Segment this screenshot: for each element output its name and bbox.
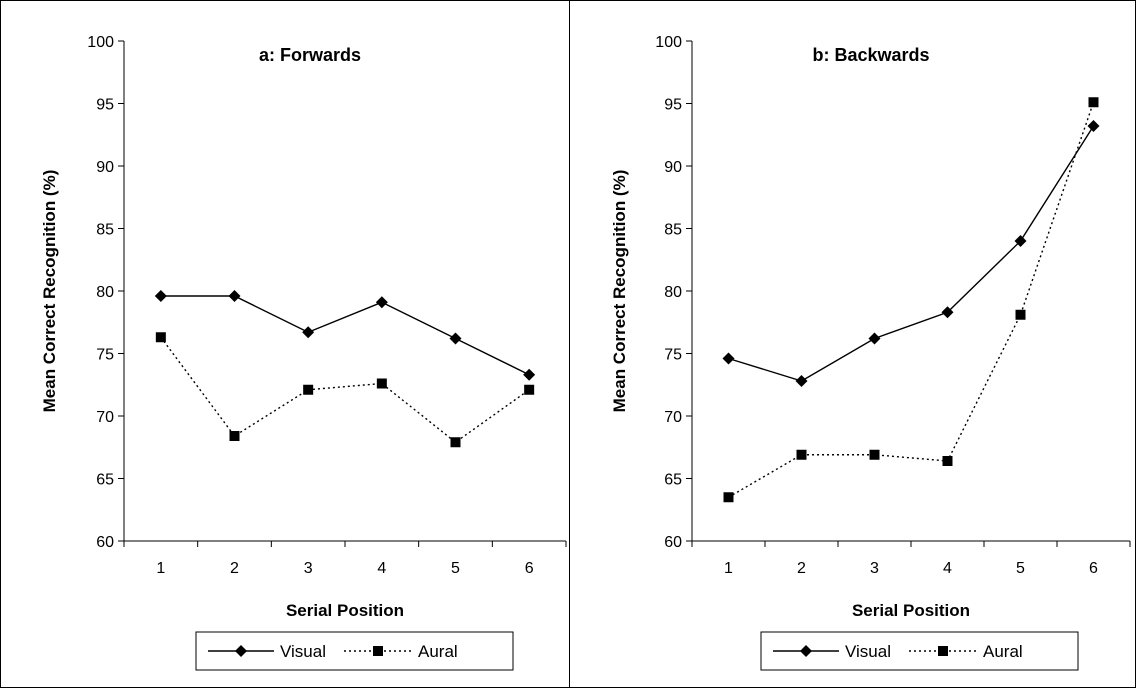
data-point-aural: [1015, 309, 1026, 320]
data-point-aural: [796, 449, 807, 460]
y-tick-label: 100: [655, 34, 682, 51]
series-line-visual: [160, 295, 530, 376]
y-tick-label: 75: [96, 347, 114, 364]
y-tick-label: 100: [87, 34, 114, 51]
y-tick-label: 70: [664, 409, 682, 426]
data-point-visual: [722, 352, 735, 365]
y-tick-label: 65: [96, 472, 114, 489]
series-line-aural: [160, 336, 530, 444]
data-point-aural: [1088, 97, 1099, 108]
series-line-visual: [728, 125, 1095, 382]
data-point-aural: [869, 449, 880, 460]
x-tick-label: 1: [156, 560, 165, 577]
x-tick-label: 2: [797, 560, 806, 577]
series-aural: [155, 332, 535, 448]
data-point-aural: [155, 332, 166, 343]
legend-marker-aural: [373, 646, 383, 656]
chart-title: b: Backwards: [812, 45, 929, 65]
chart-a: 60 65 70 75 80 85 90 95 100 1 2 3 4 5 6 a: Forwards Seri…: [40, 34, 567, 671]
x-axis-title: Serial Position: [286, 601, 404, 620]
x-tick-label: 6: [525, 560, 534, 577]
y-tick-label: 85: [96, 222, 114, 239]
y-tick-label: 95: [96, 97, 114, 114]
y-tick-label: 65: [664, 472, 682, 489]
data-point-visual: [868, 332, 881, 345]
panel-a-frame: [0, 0, 570, 688]
series-visual: [154, 290, 536, 381]
x-tick-label: 3: [304, 560, 313, 577]
legend-marker-visual: [800, 645, 812, 657]
y-tick-label: 95: [664, 97, 682, 114]
y-tick-label: 80: [96, 284, 114, 301]
y-tick-label: 70: [96, 409, 114, 426]
y-tick-label: 85: [664, 222, 682, 239]
data-point-aural: [942, 456, 953, 466]
x-tick-label: 2: [230, 560, 239, 577]
data-point-visual: [941, 306, 954, 319]
data-point-visual: [795, 375, 808, 387]
data-point-visual: [228, 290, 241, 302]
y-axis-title: Mean Correct Recognition (%): [40, 170, 59, 413]
data-point-aural: [723, 492, 734, 503]
x-tick-label: 1: [724, 560, 733, 577]
panel-b-frame: [569, 0, 1136, 688]
data-point-aural: [303, 384, 314, 395]
y-axis-title: Mean Correct Recognition (%): [610, 170, 629, 413]
chart-b: 60 65 70 75 80 85 90 95 100 1 2 3 4 5 6 b: Backwards Ser…: [610, 34, 1131, 671]
x-tick-label: 4: [377, 560, 386, 577]
legend-label-visual: Visual: [845, 642, 891, 661]
series-aural: [723, 97, 1099, 503]
y-tick-label: 75: [664, 347, 682, 364]
legend-label-aural: Aural: [983, 642, 1023, 661]
legend-marker-aural: [938, 646, 948, 656]
data-point-visual: [154, 290, 167, 302]
x-tick-label: 6: [1089, 560, 1098, 577]
data-point-visual: [375, 296, 388, 309]
legend-marker-visual: [235, 645, 247, 657]
y-tick-label: 80: [664, 284, 682, 301]
x-tick-label: 3: [870, 560, 879, 577]
y-tick-label: 60: [96, 534, 114, 551]
legend: Visual Aural: [195, 631, 514, 671]
x-tick-label: 5: [1016, 560, 1025, 577]
series-visual: [722, 120, 1100, 387]
x-axis-title: Serial Position: [852, 601, 970, 620]
data-point-visual: [302, 326, 315, 339]
data-point-visual: [449, 332, 462, 345]
data-point-visual: [523, 368, 536, 381]
y-tick-label: 60: [664, 534, 682, 551]
x-tick-label: 4: [943, 560, 952, 577]
series-line-aural: [728, 102, 1095, 498]
legend: Visual Aural: [760, 631, 1079, 671]
data-point-aural: [376, 378, 387, 389]
legend-label-aural: Aural: [418, 642, 458, 661]
data-point-aural: [524, 384, 535, 395]
data-point-visual: [1087, 120, 1100, 132]
y-tick-label: 90: [96, 159, 114, 176]
legend-label-visual: Visual: [280, 642, 326, 661]
data-point-aural: [450, 437, 461, 448]
chart-title: a: Forwards: [259, 45, 361, 65]
data-point-visual: [1014, 235, 1027, 247]
data-point-aural: [229, 431, 240, 441]
x-tick-label: 5: [451, 560, 460, 577]
y-tick-label: 90: [664, 159, 682, 176]
